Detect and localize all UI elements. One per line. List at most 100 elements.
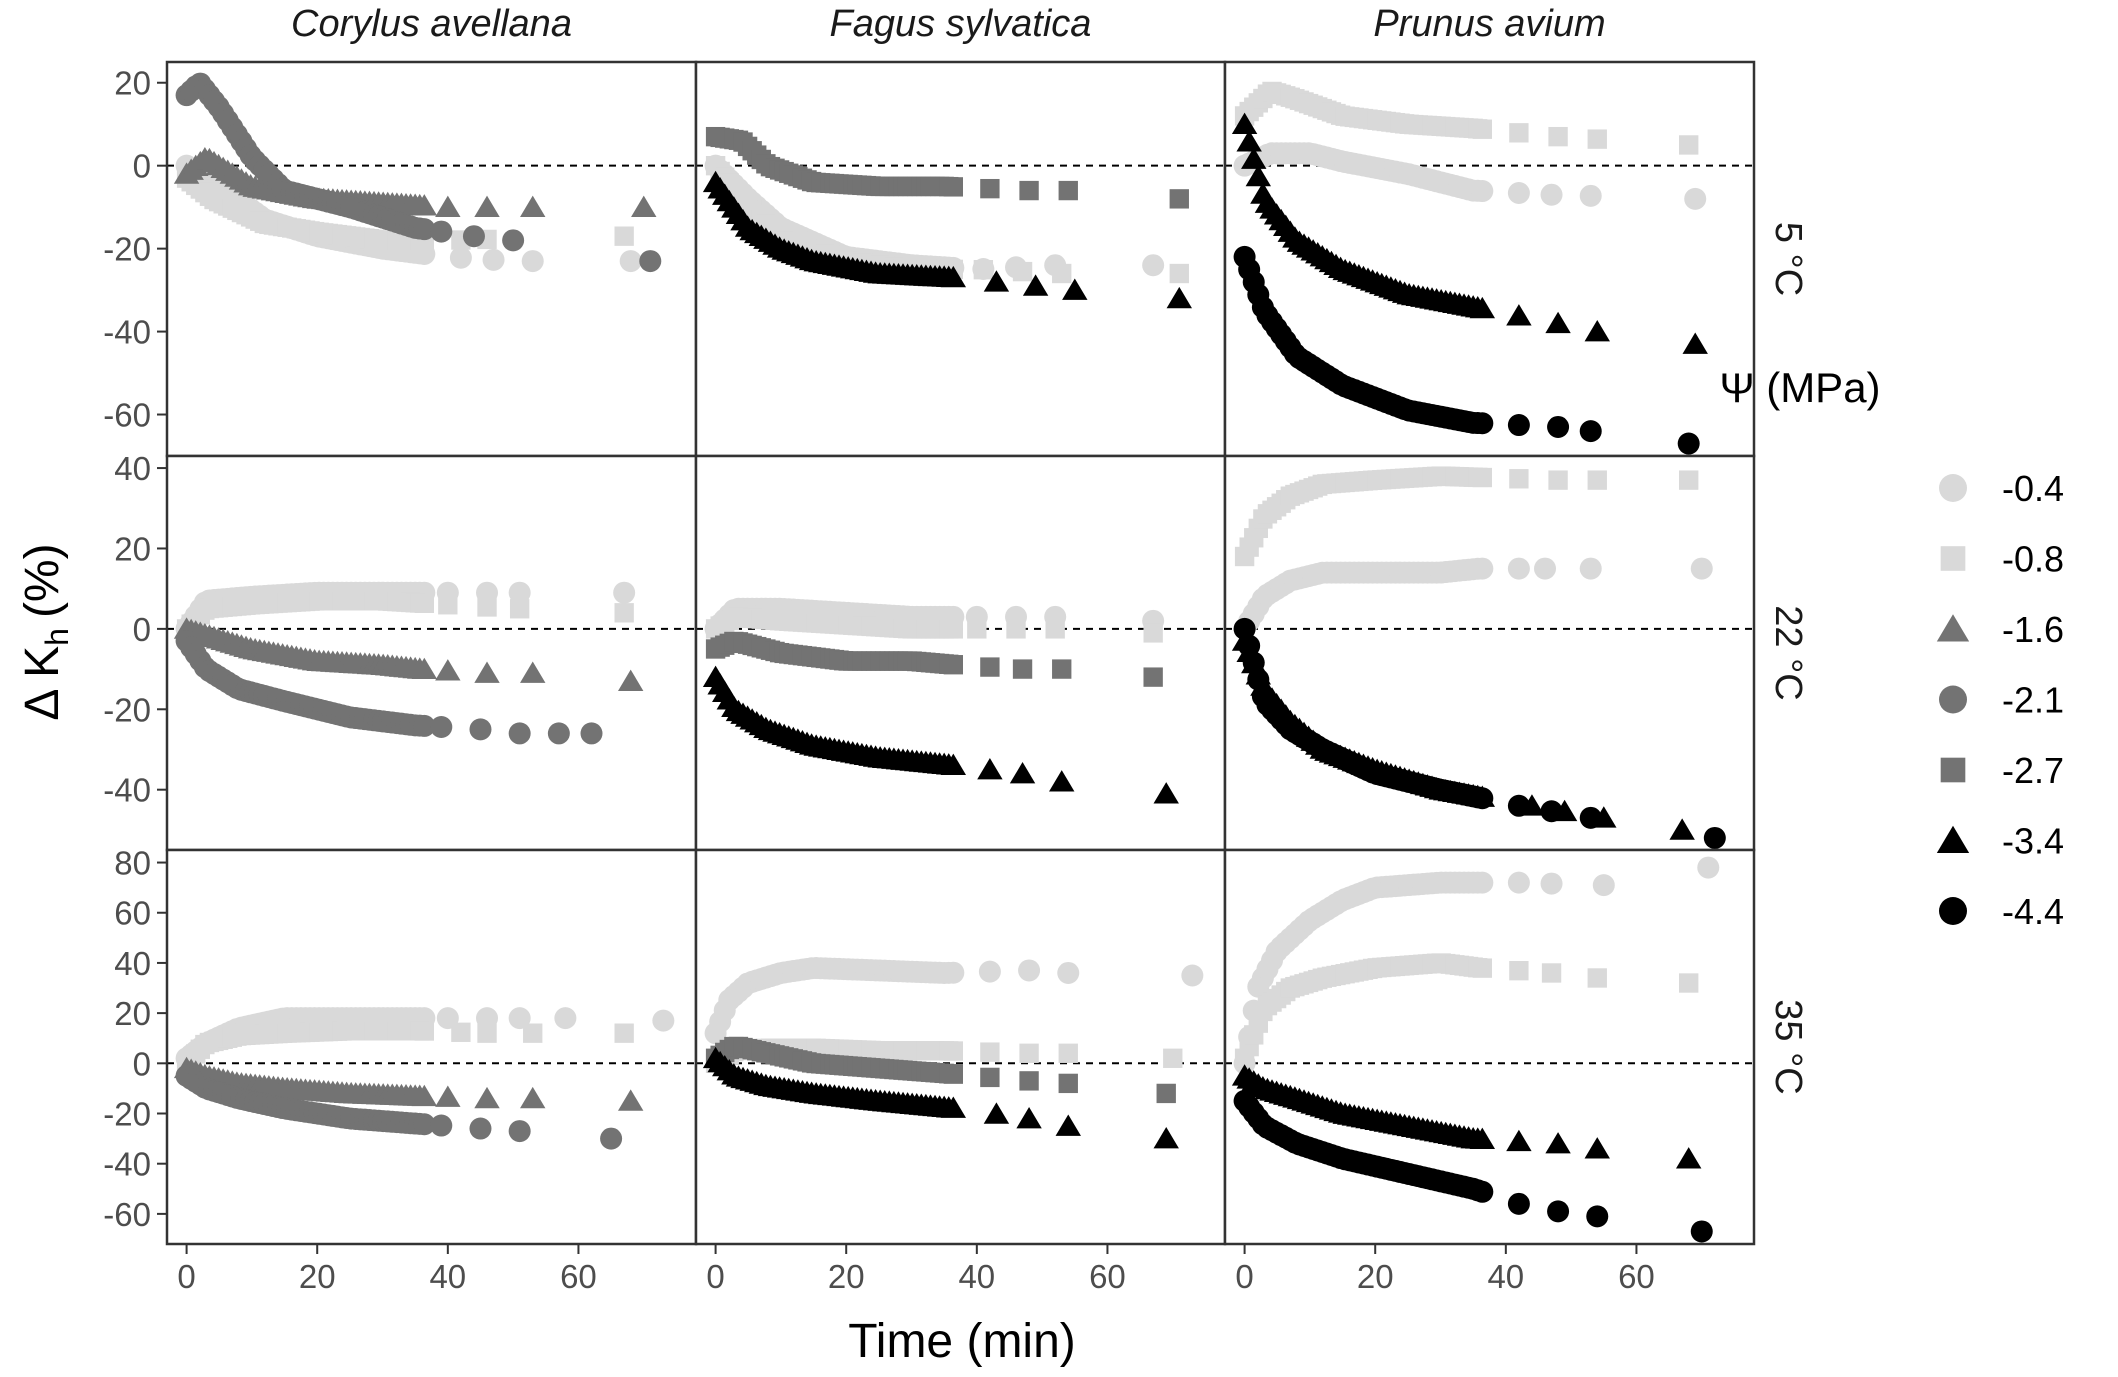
x-tick-label: 20 <box>1357 1258 1394 1295</box>
series--3.4 <box>1231 1064 1702 1169</box>
legend-label: -4.4 <box>2002 891 2064 932</box>
data-point <box>1143 623 1163 643</box>
data-point <box>1540 800 1563 823</box>
data-point <box>1058 1043 1078 1063</box>
x-tick-label: 40 <box>429 1258 466 1295</box>
data-point <box>1682 332 1708 354</box>
data-point <box>1547 415 1570 438</box>
data-point <box>477 597 497 617</box>
data-point <box>1507 181 1530 204</box>
y-tick-label: -60 <box>103 397 151 434</box>
y-tick-label: 20 <box>114 530 151 567</box>
series--3.4 <box>702 1046 1179 1149</box>
data-point <box>1163 1048 1183 1068</box>
y-tick-label: -40 <box>103 772 151 809</box>
data-point <box>1592 874 1615 897</box>
data-point <box>547 722 570 745</box>
data-point <box>1018 959 1041 982</box>
data-point <box>1669 818 1695 840</box>
data-point <box>1579 184 1602 207</box>
legend-key <box>1939 685 1967 714</box>
data-point <box>1009 762 1036 784</box>
panel-background <box>167 850 696 1244</box>
y-tick-label: -40 <box>103 314 151 351</box>
data-point <box>1153 1127 1179 1149</box>
x-tick-label: 60 <box>1618 1258 1655 1295</box>
data-point <box>983 1102 1010 1124</box>
data-point <box>411 194 438 216</box>
y-tick-label: 80 <box>114 845 151 882</box>
data-point <box>477 1023 497 1043</box>
y-tick-label: -20 <box>103 1096 151 1133</box>
x-tick-label: 0 <box>177 1258 195 1295</box>
data-point <box>617 669 644 691</box>
data-point <box>940 1096 967 1118</box>
data-point <box>508 581 531 604</box>
legend-key <box>1936 614 1970 642</box>
data-point <box>509 599 530 619</box>
series--2.7 <box>705 631 1163 687</box>
data-point <box>435 1085 461 1107</box>
data-point <box>1587 470 1607 490</box>
data-point <box>1690 1220 1713 1243</box>
data-point <box>1472 119 1492 139</box>
data-point <box>1019 1071 1039 1091</box>
legend-key <box>1940 757 1966 783</box>
data-point <box>449 246 472 269</box>
legend: Ψ (MPa) -0.4 -0.8 -1.6 -2.1 -2.7 -3.4 -4.4 <box>1719 364 2064 932</box>
data-point <box>619 250 642 273</box>
row-strip-label: 35 °C <box>1767 999 1809 1094</box>
series--2.7 <box>705 126 1189 209</box>
data-point <box>1012 261 1033 282</box>
data-point <box>1587 129 1607 149</box>
data-point <box>943 1064 963 1084</box>
data-point <box>943 1041 963 1061</box>
data-point <box>1233 617 1256 640</box>
data-point <box>1052 263 1072 284</box>
data-point <box>617 1089 644 1111</box>
column-strips: Corylus avellana Fagus sylvatica Prunus av… <box>291 3 1606 45</box>
data-point <box>1684 187 1707 210</box>
data-point <box>1236 130 1262 152</box>
y-tick-label: 40 <box>114 450 151 487</box>
data-point <box>978 960 1001 983</box>
panel-background <box>1225 456 1754 850</box>
data-point <box>435 195 461 217</box>
series--2.7 <box>705 1036 1176 1104</box>
data-point <box>413 714 436 737</box>
series--0.8 <box>1234 953 1699 1068</box>
data-point <box>980 657 1000 677</box>
x-tick-label: 40 <box>1487 1258 1524 1295</box>
series--0.4 <box>704 957 1204 1045</box>
series--3.4 <box>702 665 1179 804</box>
x-axis-title: Time (min) <box>848 1315 1076 1368</box>
y-tick-label: 40 <box>114 945 151 982</box>
data-point <box>474 195 500 217</box>
data-point <box>411 1084 438 1107</box>
data-point <box>462 225 485 248</box>
panel-0-0 <box>165 60 698 458</box>
series--2.1 <box>175 629 603 745</box>
panel-1-2 <box>1223 454 1756 852</box>
data-point <box>1679 135 1699 155</box>
data-point <box>1241 147 1267 169</box>
series--0.8 <box>176 591 634 639</box>
data-point <box>1181 964 1204 987</box>
data-point <box>1045 619 1065 639</box>
y-tick-label: -60 <box>103 1196 151 1233</box>
data-point <box>940 265 967 288</box>
legend-title: Ψ (MPa) <box>1719 364 1880 411</box>
data-point <box>1062 278 1088 300</box>
data-point <box>580 722 603 745</box>
data-point <box>614 1023 634 1043</box>
data-point <box>1469 296 1496 319</box>
column-strip-label: Fagus sylvatica <box>830 3 1092 45</box>
data-point <box>1012 659 1033 679</box>
x-axis-ticks: 0 20 40 60 0 20 40 60 0 20 40 60 <box>177 1244 1655 1295</box>
series--3.4 <box>702 170 1192 309</box>
data-point <box>613 581 636 604</box>
data-point <box>1058 180 1078 201</box>
data-point <box>1579 420 1602 443</box>
data-point <box>1242 651 1265 674</box>
